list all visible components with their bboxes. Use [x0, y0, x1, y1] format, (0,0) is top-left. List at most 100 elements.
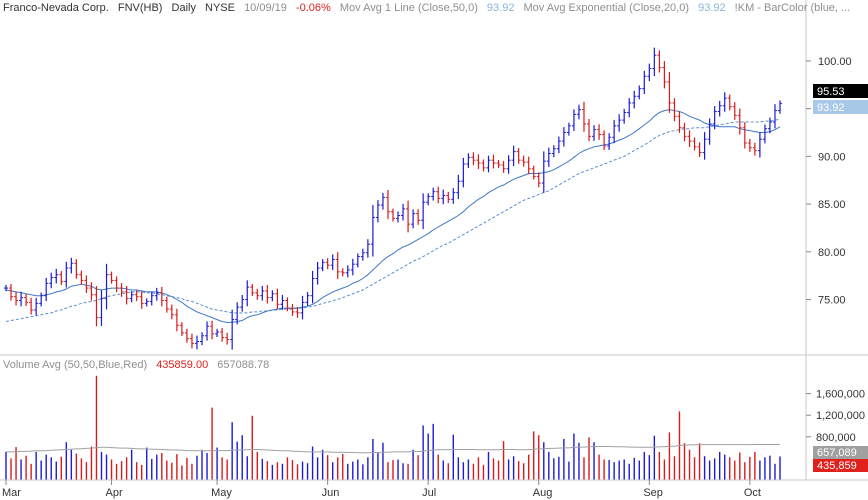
- price-bar: [406, 200, 411, 233]
- price-bar: [139, 291, 144, 309]
- price-bar: [717, 100, 722, 117]
- price-bar: [210, 320, 215, 340]
- month-tick-label: Oct: [744, 487, 761, 499]
- price-bar: [230, 309, 235, 350]
- price-bar: [501, 160, 506, 173]
- price-bar: [99, 290, 104, 326]
- price-bar: [260, 285, 265, 301]
- price-bar: [270, 290, 275, 302]
- ema-study-label[interactable]: Mov Avg Exponential (Close,20,0): [523, 2, 690, 14]
- interval: Daily: [171, 2, 196, 14]
- price-bar: [240, 294, 245, 312]
- price-bar: [778, 100, 782, 114]
- exchange: NYSE: [205, 2, 235, 14]
- price-bar: [225, 332, 230, 345]
- price-bar: [174, 308, 179, 332]
- price-bar: [375, 200, 380, 223]
- price-bar: [9, 283, 14, 301]
- price-bar: [164, 296, 169, 313]
- price-bar: [200, 332, 205, 346]
- volume-value: 435859.00: [156, 359, 209, 371]
- price-bar: [722, 92, 727, 112]
- price-bar: [250, 283, 255, 296]
- month-tick-labels: Mar Apr May Jun Jul Aug Sep Oct: [2, 480, 761, 499]
- price-bar: [546, 147, 551, 168]
- price-bar: [556, 136, 561, 154]
- price-bar: [194, 335, 199, 350]
- price-bar: [265, 285, 270, 304]
- price-bar: [481, 159, 486, 172]
- axes: [0, 0, 868, 481]
- last-price-tag-text: 95.53: [817, 86, 845, 98]
- ma-study-label[interactable]: Mov Avg 1 Line (Close,50,0): [339, 2, 478, 14]
- volume-bars: [5, 375, 781, 480]
- price-bar: [762, 124, 767, 144]
- price-bar: [712, 106, 717, 130]
- price-bar: [305, 292, 310, 306]
- price-bar: [516, 147, 521, 164]
- price-bar: [14, 291, 19, 306]
- price-bar: [456, 174, 461, 200]
- price-bar: [566, 122, 571, 136]
- symbol: FNV(HB): [117, 2, 163, 14]
- month-tick-label: Jul: [422, 487, 436, 499]
- price-bar: [280, 295, 285, 310]
- price-bar: [109, 271, 114, 284]
- volume-avg-tag: [813, 446, 868, 459]
- price-bar: [561, 127, 566, 147]
- price-bar: [677, 111, 682, 133]
- price-bar: [426, 193, 431, 206]
- price-bar: [687, 130, 692, 148]
- price-bar: [441, 189, 446, 205]
- price-bar: [149, 291, 154, 306]
- month-tick-label: Apr: [106, 487, 123, 499]
- volume-tick-label: 800,000: [816, 432, 856, 444]
- price-bar: [34, 297, 39, 316]
- price-bar: [124, 285, 129, 305]
- month-tick-label: Sep: [643, 487, 663, 499]
- price-bar: [350, 258, 355, 276]
- price-bar: [411, 209, 416, 229]
- price-bar: [285, 297, 290, 312]
- price-bar: [134, 290, 139, 302]
- price-bar: [169, 304, 174, 320]
- price-bar: [531, 165, 536, 180]
- volume-study-label[interactable]: Volume Avg (50,50,Blue,Red): [3, 359, 148, 371]
- price-bar: [702, 132, 707, 160]
- price-bar: [396, 211, 401, 223]
- price-bars: [4, 47, 782, 350]
- price-bar: [205, 321, 210, 341]
- volume-avg-value: 657088.78: [217, 359, 270, 371]
- price-tick-label: 85.00: [818, 199, 846, 211]
- price-bar: [4, 284, 8, 292]
- volume-tick-labels: 1,600,000 1,200,000 800,000: [806, 389, 865, 444]
- sma50-line: [5, 118, 781, 322]
- price-bar: [320, 259, 325, 272]
- price-bar: [24, 293, 29, 306]
- volume-header: Volume Avg (50,50,Blue,Red) 435859.00 65…: [3, 359, 275, 371]
- price-bar: [622, 108, 627, 124]
- price-bar: [365, 239, 370, 258]
- price-bar: [380, 192, 385, 210]
- price-bar: [290, 304, 295, 316]
- price-bar: [154, 287, 159, 301]
- month-tick-label: Aug: [533, 487, 553, 499]
- price-bar: [416, 209, 421, 225]
- price-bar: [64, 261, 69, 288]
- price-bar: [215, 328, 220, 338]
- volume-tick-label: 1,200,000: [816, 410, 865, 422]
- price-bar: [692, 137, 697, 151]
- price-bar: [385, 189, 390, 220]
- price-bar: [370, 205, 375, 257]
- price-bar: [94, 286, 99, 327]
- price-bar: [602, 130, 607, 150]
- price-bar: [79, 270, 84, 285]
- price-bar: [335, 252, 340, 280]
- price-bar: [627, 98, 632, 118]
- price-bar: [295, 306, 300, 318]
- price-bar: [747, 138, 752, 152]
- barcolor-study-label[interactable]: !KM - BarColor (blue, ...: [734, 2, 851, 14]
- price-tick-label: 80.00: [818, 247, 846, 259]
- price-bar: [757, 132, 762, 158]
